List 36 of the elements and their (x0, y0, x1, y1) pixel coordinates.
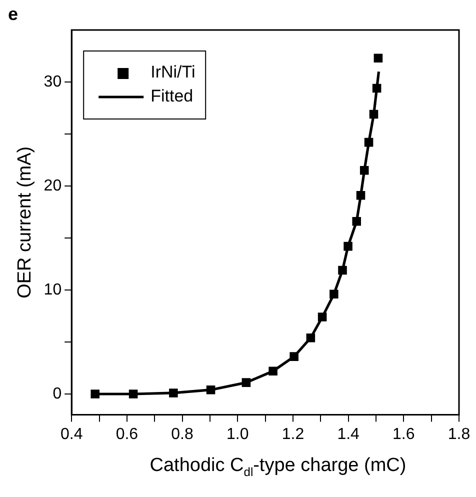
x-tick-label: 0.8 (171, 426, 194, 443)
point (372, 84, 382, 93)
y-tick-label: 0 (52, 385, 62, 402)
x-tick-label: 1.4 (337, 426, 360, 443)
point (344, 242, 352, 251)
point (338, 266, 347, 275)
point (290, 352, 298, 361)
text: e (8, 4, 18, 24)
point (352, 216, 362, 226)
point (369, 110, 378, 119)
point (169, 388, 178, 398)
y-tick-label: 30 (44, 73, 62, 90)
point (330, 290, 338, 299)
x-tick-label: 1.0 (226, 426, 249, 443)
point (206, 385, 216, 394)
legend-label: Fitted (150, 86, 194, 106)
y-axis-title: OER current (mA) (14, 146, 36, 298)
legend-label: IrNi/Ti (150, 62, 196, 82)
point (364, 138, 374, 147)
y-tick-label: 20 (44, 177, 62, 194)
point (268, 366, 278, 376)
point (360, 166, 369, 175)
x-tick-label: 1.8 (448, 426, 470, 443)
point (128, 390, 138, 398)
x-tick-label: 1.6 (392, 426, 415, 443)
x-tick-label: 0.4 (60, 426, 83, 443)
y-tick-label: 10 (44, 281, 62, 298)
point (374, 54, 383, 62)
point (306, 333, 316, 342)
x-axis-title: Cathodic C$_{dl}$-type charge (mC) (148, 455, 408, 479)
x-tick-label: 1.2 (282, 426, 304, 443)
point (356, 190, 366, 200)
point (242, 378, 251, 387)
point (318, 312, 327, 322)
x-tick-label: 0.6 (116, 426, 138, 443)
point (90, 390, 100, 398)
